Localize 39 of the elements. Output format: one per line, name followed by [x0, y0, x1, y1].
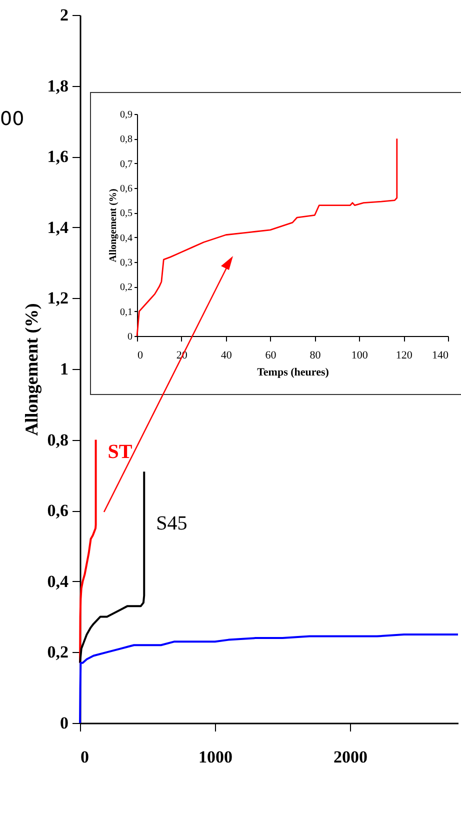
y-tick-label: 0,6	[47, 501, 68, 520]
x-tick-label: 2000	[334, 748, 368, 766]
y-tick-label: 0,8	[120, 134, 132, 146]
x-tick-label: 0	[138, 350, 144, 362]
y-tick-label: 0,4	[47, 572, 69, 591]
y-tick-label: 1,6	[47, 147, 68, 166]
series-label: S45	[156, 512, 188, 535]
x-tick-label: 60	[265, 350, 277, 362]
y-tick-label: 0,8	[47, 430, 68, 450]
x-axis-title: Temps (heures)	[257, 366, 330, 378]
x-tick-label: 40	[220, 350, 232, 362]
y-tick-label: 0,6	[120, 184, 132, 194]
y-tick-label: 1	[60, 360, 68, 378]
x-tick-label: 100	[351, 350, 368, 362]
line-series	[136, 138, 398, 337]
y-tick-label: 0,2	[47, 642, 68, 662]
y-tick-label: 0,2	[120, 282, 132, 294]
x-tick-label: 140	[432, 350, 449, 362]
x-tick-label: 1000	[198, 748, 232, 766]
y-tick-label: 0,5	[120, 208, 132, 220]
y-tick-label: 1,4	[47, 218, 69, 237]
y-tick-label: 0,4	[120, 232, 132, 244]
series-label: ST	[108, 440, 133, 463]
y-tick-label: 1,8	[47, 76, 68, 96]
y-axis-title: Allongement (%)	[21, 303, 42, 436]
x-tick-label: 80	[310, 350, 322, 362]
x-tick-label: 0	[80, 748, 89, 766]
x-tick-label: 120	[396, 350, 413, 362]
text: 00	[0, 108, 24, 130]
y-tick-label: 2	[60, 6, 68, 24]
y-tick-label: 0,7	[120, 158, 132, 170]
y-tick-label: 0,1	[120, 306, 132, 318]
y-tick-label: 0,9	[120, 110, 132, 120]
y-tick-label: 0,3	[120, 258, 132, 268]
y-tick-label: 0	[60, 714, 68, 732]
y-tick-label: 1,2	[47, 288, 68, 308]
line-series	[79, 438, 97, 664]
y-axis-title: Allongement (%)	[108, 188, 119, 262]
y-tick-label: 0	[128, 332, 132, 342]
